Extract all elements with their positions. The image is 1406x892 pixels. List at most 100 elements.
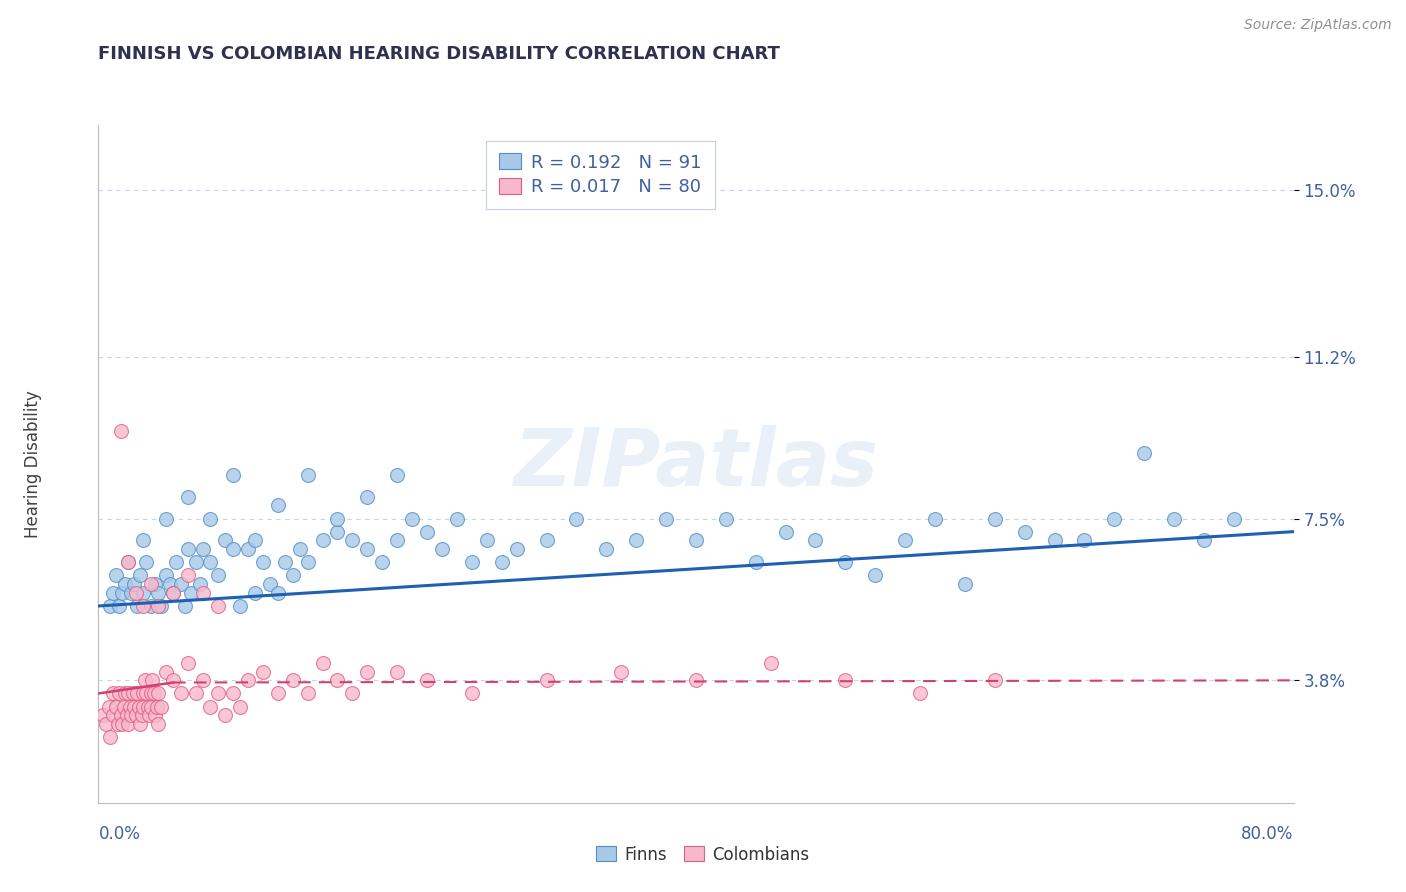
Point <box>200 699 222 714</box>
Point <box>356 542 378 557</box>
Point <box>297 686 319 700</box>
Point <box>118 699 141 714</box>
Point <box>207 568 229 582</box>
Point <box>565 511 588 525</box>
Point <box>311 656 333 670</box>
Point <box>461 555 484 569</box>
Point <box>107 717 129 731</box>
Point <box>177 656 200 670</box>
Point <box>129 717 152 731</box>
Point <box>281 568 304 582</box>
Point <box>491 555 513 569</box>
Point <box>475 533 498 548</box>
Point <box>894 533 917 548</box>
Point <box>127 686 149 700</box>
Point <box>430 542 453 557</box>
Point <box>229 699 252 714</box>
Point <box>148 717 170 731</box>
Point <box>236 673 259 688</box>
Point <box>120 708 142 723</box>
Point <box>385 467 409 482</box>
Point <box>207 686 229 700</box>
Point <box>110 708 132 723</box>
Point <box>129 568 152 582</box>
Point <box>91 708 114 723</box>
Point <box>148 599 170 613</box>
Point <box>401 511 423 525</box>
Point <box>125 708 148 723</box>
Point <box>162 673 184 688</box>
Point <box>1073 533 1095 548</box>
Point <box>97 699 120 714</box>
Point <box>111 717 134 731</box>
Point <box>108 686 131 700</box>
Text: Source: ZipAtlas.com: Source: ZipAtlas.com <box>1244 18 1392 32</box>
Point <box>342 533 364 548</box>
Point <box>112 699 135 714</box>
Point <box>150 599 173 613</box>
Point <box>132 699 155 714</box>
Point <box>165 555 187 569</box>
Point <box>191 673 214 688</box>
Text: 80.0%: 80.0% <box>1241 825 1294 843</box>
Point <box>135 555 157 569</box>
Point <box>125 586 148 600</box>
Point <box>128 699 150 714</box>
Point <box>174 599 197 613</box>
Point <box>117 555 139 569</box>
Point <box>143 577 166 591</box>
Point <box>117 686 139 700</box>
Point <box>139 599 162 613</box>
Point <box>1163 511 1185 525</box>
Point <box>267 499 290 513</box>
Point <box>141 673 163 688</box>
Point <box>1014 524 1036 539</box>
Point <box>714 511 737 525</box>
Point <box>148 586 170 600</box>
Point <box>191 542 214 557</box>
Point <box>114 577 136 591</box>
Point <box>297 555 319 569</box>
Point <box>595 542 617 557</box>
Point <box>385 533 409 548</box>
Point <box>214 533 236 548</box>
Point <box>121 686 143 700</box>
Point <box>983 511 1005 525</box>
Point <box>124 699 146 714</box>
Point <box>127 599 149 613</box>
Point <box>267 586 290 600</box>
Point <box>385 665 409 679</box>
Point <box>108 599 131 613</box>
Point <box>1133 446 1156 460</box>
Point <box>371 555 394 569</box>
Point <box>342 686 364 700</box>
Point <box>184 686 207 700</box>
Point <box>924 511 946 525</box>
Point <box>759 656 782 670</box>
Point <box>155 568 177 582</box>
Point <box>416 524 439 539</box>
Point <box>288 542 311 557</box>
Point <box>148 686 170 700</box>
Point <box>143 708 166 723</box>
Point <box>169 686 191 700</box>
Point <box>983 673 1005 688</box>
Point <box>207 599 229 613</box>
Point <box>610 665 633 679</box>
Point <box>685 673 707 688</box>
Point <box>139 699 162 714</box>
Point <box>953 577 976 591</box>
Point <box>200 555 222 569</box>
Point <box>131 708 153 723</box>
Point <box>150 699 173 714</box>
Point <box>461 686 484 700</box>
Point <box>311 533 333 548</box>
Point <box>155 511 177 525</box>
Point <box>222 467 245 482</box>
Point <box>200 511 222 525</box>
Legend: Finns, Colombians: Finns, Colombians <box>589 839 817 871</box>
Text: FINNISH VS COLOMBIAN HEARING DISABILITY CORRELATION CHART: FINNISH VS COLOMBIAN HEARING DISABILITY … <box>98 45 780 62</box>
Point <box>105 568 128 582</box>
Point <box>180 586 202 600</box>
Point <box>169 577 191 591</box>
